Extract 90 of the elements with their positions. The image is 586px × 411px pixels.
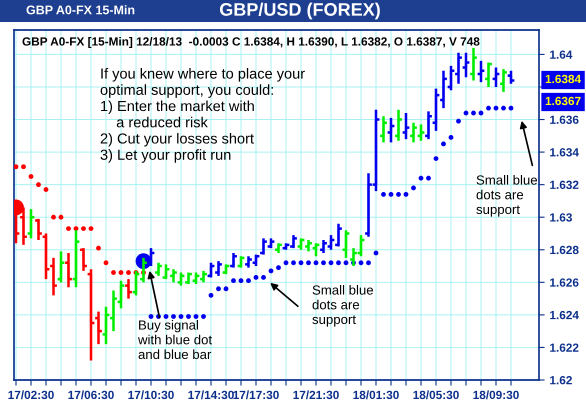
point bbox=[328, 260, 334, 266]
x-tick-label: 18/09:30 bbox=[473, 390, 519, 400]
y-tick-label: 1.62 bbox=[550, 376, 572, 384]
x-tick-label: 18/05:30 bbox=[413, 390, 459, 400]
point bbox=[194, 314, 198, 319]
point bbox=[291, 260, 296, 266]
annotation: Small blue dots are support bbox=[476, 175, 538, 217]
point bbox=[411, 186, 416, 190]
x-tick-label: 17/06:30 bbox=[68, 390, 114, 400]
point bbox=[456, 118, 461, 124]
point bbox=[164, 314, 168, 319]
point bbox=[216, 286, 221, 292]
y-tick-label: 1.63 bbox=[550, 213, 572, 222]
point bbox=[118, 270, 124, 275]
point bbox=[58, 214, 64, 220]
point bbox=[298, 260, 304, 266]
point bbox=[374, 250, 378, 256]
x-tick-label: 17/14:30 bbox=[188, 390, 234, 400]
x-tick-label: 17/21:30 bbox=[293, 390, 339, 400]
point bbox=[494, 106, 498, 111]
y-tick-label: 1.622 bbox=[550, 343, 578, 352]
point bbox=[254, 275, 258, 280]
point bbox=[314, 260, 318, 266]
point bbox=[486, 106, 491, 111]
point bbox=[321, 260, 326, 266]
point bbox=[111, 270, 116, 275]
point bbox=[238, 278, 244, 284]
y-tick-label: 1.636 bbox=[550, 116, 579, 124]
point bbox=[358, 260, 364, 266]
text: 1.6367 bbox=[546, 96, 581, 106]
point bbox=[388, 192, 394, 197]
y-tick-label: 1.632 bbox=[550, 180, 578, 190]
point bbox=[28, 174, 34, 179]
point bbox=[396, 192, 401, 197]
point bbox=[186, 314, 191, 319]
y-tick-label: 1.628 bbox=[550, 246, 579, 254]
point bbox=[171, 314, 176, 319]
point bbox=[426, 176, 431, 181]
point bbox=[441, 142, 446, 146]
annotation: Buy signal with blue dot and blue bar bbox=[138, 320, 212, 360]
point bbox=[36, 182, 41, 188]
point bbox=[126, 270, 131, 275]
point bbox=[14, 164, 18, 170]
chart-title: GBP/USD (FOREX) bbox=[220, 2, 380, 20]
y-tick-label: 1.64 bbox=[550, 50, 572, 59]
point bbox=[306, 260, 311, 266]
point bbox=[66, 226, 71, 232]
point bbox=[201, 314, 206, 319]
point bbox=[381, 192, 386, 197]
point bbox=[81, 226, 86, 232]
point bbox=[148, 314, 154, 319]
x-tick-label: 17/17:30 bbox=[233, 390, 279, 400]
y-tick-label: 1.626 bbox=[550, 278, 579, 287]
point bbox=[448, 135, 454, 140]
y-tick-label: 1.634 bbox=[550, 148, 579, 157]
point bbox=[178, 314, 184, 319]
point bbox=[336, 260, 341, 266]
point bbox=[418, 176, 424, 181]
annotation: Small blue dots are support bbox=[312, 285, 374, 327]
point bbox=[344, 260, 348, 266]
annotation: GBP A0-FX [15-Min] 12/18/13 -0.0003 C 1.6384, H 1.6390, L 1.6382, O 1.6387, V 748 bbox=[22, 37, 480, 48]
point bbox=[276, 265, 281, 270]
point bbox=[501, 106, 506, 111]
point bbox=[44, 187, 48, 192]
annotation: If you knew where to place your optimal support, you could: 1) Enter the market with a reduced risk 2) Cut your losses short 3) Let your profit run bbox=[100, 68, 305, 163]
point bbox=[231, 278, 236, 284]
point bbox=[261, 275, 266, 280]
point bbox=[478, 110, 484, 116]
text: 1.6384 bbox=[546, 74, 582, 84]
y-tick-label: 1.624 bbox=[550, 310, 579, 320]
point bbox=[508, 106, 514, 111]
point bbox=[366, 260, 371, 266]
point bbox=[21, 164, 26, 170]
point bbox=[404, 192, 408, 197]
point bbox=[104, 260, 108, 266]
point bbox=[268, 268, 274, 274]
point bbox=[224, 286, 228, 292]
point bbox=[208, 292, 214, 298]
chart-subtitle: GBP A0-FX 15-Min bbox=[26, 5, 134, 14]
x-tick-label: 18/01:30 bbox=[353, 390, 399, 400]
x-tick-label: 17/02:30 bbox=[8, 390, 54, 400]
point bbox=[96, 246, 101, 251]
point bbox=[88, 226, 94, 232]
point bbox=[246, 278, 251, 284]
point bbox=[464, 110, 468, 116]
x-tick-label: 17/10:30 bbox=[128, 390, 174, 400]
point bbox=[434, 156, 438, 162]
point bbox=[284, 260, 288, 266]
point bbox=[471, 110, 476, 116]
point bbox=[51, 214, 56, 220]
